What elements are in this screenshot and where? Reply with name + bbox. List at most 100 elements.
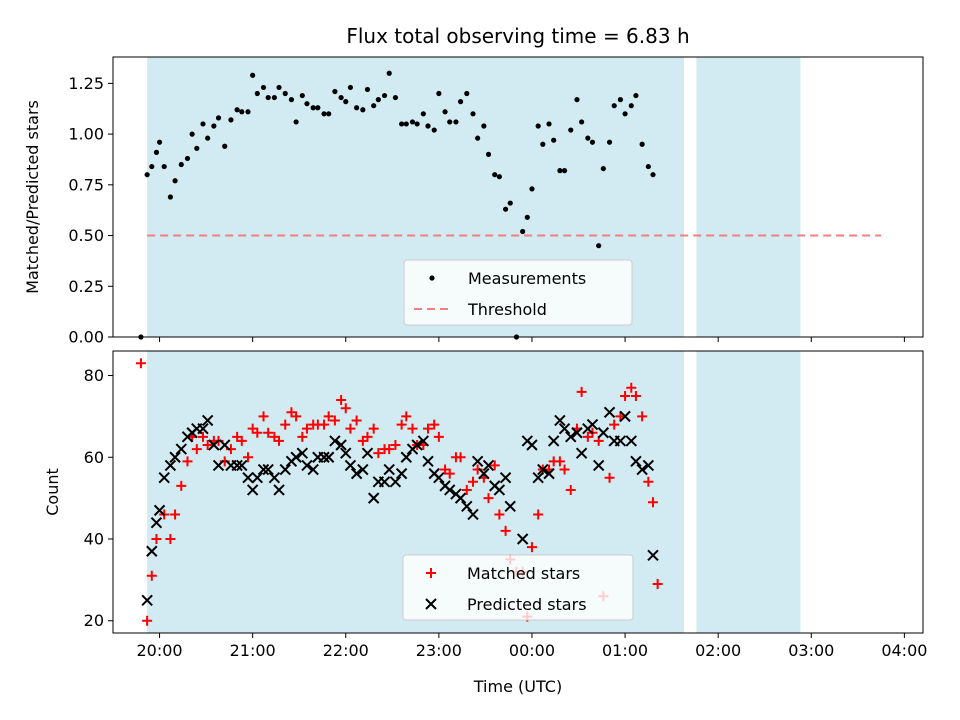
measurement-point <box>299 92 305 99</box>
measurement-point <box>260 84 267 91</box>
measurement-point <box>161 163 167 170</box>
predicted-star-point <box>586 418 599 431</box>
measurement-point <box>167 194 174 200</box>
measurement-point <box>546 121 552 127</box>
matched-star-point <box>340 403 351 414</box>
predicted-star-point <box>175 443 187 455</box>
measurement-point <box>606 139 613 145</box>
matched-star-point <box>176 480 187 491</box>
matched-star-point <box>351 415 362 426</box>
y-tick-label: 0.00 <box>68 328 104 347</box>
x-tick-label: 02:00 <box>695 641 741 660</box>
predicted-star-point <box>647 549 659 562</box>
matched-star-point <box>637 411 648 422</box>
predicted-star-point <box>603 406 616 419</box>
legend-swatch-x <box>425 598 437 610</box>
predicted-star-point <box>242 471 254 484</box>
ratio-marks <box>138 70 882 340</box>
predicted-star-point <box>619 410 631 423</box>
legend-box <box>403 259 633 326</box>
y-tick-label: 1.25 <box>68 74 104 93</box>
predicted-star-point <box>169 451 181 463</box>
matched-star-point <box>648 497 658 508</box>
matched-star-point <box>620 390 631 401</box>
predicted-star-point <box>150 516 163 529</box>
predicted-star-point <box>543 467 555 480</box>
bottom-y-ticks: 20 40 60 80 <box>84 366 113 630</box>
chart-title: Flux total observing time = 6.83 h <box>346 24 689 48</box>
matched-star-point <box>494 509 505 520</box>
measurement-point <box>315 105 321 111</box>
matched-star-point <box>280 419 291 430</box>
predicted-star-point <box>565 431 577 443</box>
y-tick-label: 40 <box>84 530 104 549</box>
matched-star-point <box>559 464 570 475</box>
count-panel: 20 40 60 80 20:00 21:00 22:00 23:00 00:00 01:00 0… <box>43 350 927 696</box>
x-axis-label: Time (UTC) <box>473 677 562 696</box>
measurement-point <box>589 139 596 145</box>
predicted-star-point <box>547 435 560 447</box>
x-tick-label: 23:00 <box>416 641 462 660</box>
x-tick-label: 04:00 <box>881 641 927 660</box>
measurement-point <box>399 121 405 127</box>
predicted-star-point <box>558 422 571 435</box>
y-tick-label: 1.00 <box>68 125 104 144</box>
matched-star-point <box>483 493 494 504</box>
measurement-point <box>153 149 160 155</box>
predicted-star-point <box>201 414 214 427</box>
predicted-star-point <box>444 484 456 496</box>
predicted-star-point <box>642 459 655 472</box>
measurement-point <box>310 105 316 111</box>
measurement-point <box>354 105 360 111</box>
predicted-star-point <box>504 500 516 513</box>
predicted-star-point <box>361 447 374 459</box>
measurement-point <box>205 135 211 141</box>
matched-star-point <box>182 456 193 467</box>
matched-star-point <box>390 440 401 450</box>
measurement-point <box>338 94 344 101</box>
matched-star-point <box>384 444 395 455</box>
measurement-point <box>633 92 639 99</box>
matched-star-point <box>202 440 213 450</box>
measurement-point <box>535 123 541 129</box>
measurement-point <box>245 109 251 115</box>
x-tick-label: 21:00 <box>230 641 276 660</box>
legend-label: Threshold <box>467 300 547 319</box>
matched-star-point <box>319 419 330 430</box>
matched-star-point <box>368 423 379 434</box>
measurement-point <box>502 206 509 212</box>
predicted-star-point <box>422 455 434 468</box>
predicted-star-point <box>537 463 549 476</box>
measurement-point <box>144 172 150 178</box>
measurement-point <box>215 115 222 121</box>
matched-star-point <box>554 456 565 467</box>
measurement-point <box>622 111 628 117</box>
bottom-y-axis-label: Count <box>43 468 62 516</box>
matched-star-point <box>455 452 466 463</box>
y-tick-label: 80 <box>84 366 104 385</box>
legend-swatch-plus <box>426 568 436 578</box>
matched-star-point <box>362 431 373 442</box>
measurement-point <box>254 90 260 97</box>
matched-star-point <box>500 525 511 536</box>
measurement-point <box>265 94 271 101</box>
matched-star-point <box>252 427 263 438</box>
predicted-star-point <box>461 500 473 513</box>
predicted-star-point <box>318 451 330 463</box>
x-tick-label: 20:00 <box>136 641 182 660</box>
predicted-star-point <box>433 471 445 484</box>
measurement-point <box>524 214 530 220</box>
measurement-point <box>457 99 464 105</box>
matched-star-point <box>297 431 308 442</box>
predicted-star-point <box>378 476 391 488</box>
predicted-star-point <box>146 545 158 557</box>
measurement-point <box>293 119 299 125</box>
matched-star-point <box>461 484 472 495</box>
predicted-star-point <box>630 455 642 468</box>
matched-star-point <box>373 448 384 459</box>
y-tick-label: 0.50 <box>68 226 104 245</box>
measurement-point <box>645 163 651 170</box>
predicted-star-point <box>357 463 369 476</box>
measurement-point <box>184 155 191 162</box>
predicted-star-point <box>212 459 225 472</box>
